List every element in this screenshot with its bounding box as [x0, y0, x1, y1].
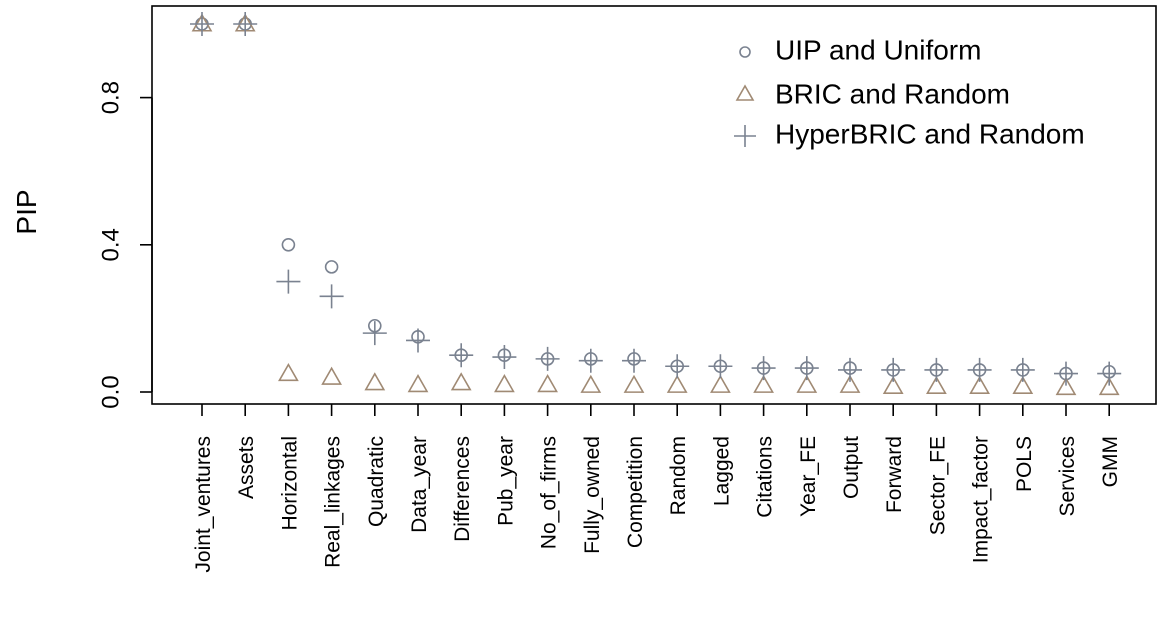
legend: UIP and Uniform BRIC and Random HyperBRIC …: [734, 34, 1085, 149]
x-tick-label: Lagged: [710, 436, 733, 506]
plus-point: [924, 357, 949, 382]
triangle-point: [796, 374, 818, 393]
triangle-point: [926, 375, 947, 395]
y-axis-label: PIP: [11, 189, 42, 234]
plus-point: [708, 354, 733, 379]
plus-point: [794, 356, 819, 381]
x-tick-label: Competition: [624, 436, 647, 548]
legend-label: BRIC and Random: [775, 78, 1010, 109]
x-tick-label: Joint_ventures: [192, 436, 215, 573]
circle-point: [324, 260, 339, 274]
x-tick-label: Output: [840, 436, 863, 499]
plus-point: [190, 12, 214, 36]
triangle-point: [623, 374, 645, 393]
x-tick-label: GMM: [1099, 436, 1122, 487]
plot-frame: [151, 5, 1157, 405]
x-axis: Joint_ventures Assets Horizontal Real_linka…: [192, 404, 1122, 573]
x-tick-label: Citations: [754, 436, 777, 518]
legend-triangle-icon: [735, 84, 755, 101]
plus-point: [362, 321, 387, 346]
y-tick-label: 0.0: [97, 375, 124, 408]
triangle-point: [1012, 375, 1034, 395]
legend-circle-icon: [739, 46, 751, 58]
plus-point: [406, 328, 430, 353]
triangle-point: [666, 374, 688, 393]
x-tick-label: Horizontal: [278, 436, 301, 531]
plus-point: [449, 343, 474, 368]
plus-point: [967, 357, 992, 382]
triangle-point: [407, 374, 429, 393]
x-tick-label: Quadratic: [365, 436, 388, 527]
triangle-point: [710, 374, 731, 393]
triangle-point: [364, 372, 386, 391]
plus-point: [276, 269, 301, 294]
triangle-point: [537, 374, 558, 393]
x-tick-label: Differences: [451, 436, 474, 542]
x-tick-label: Assets: [235, 436, 258, 499]
y-tick-label: 0.8: [97, 81, 124, 114]
plus-point: [622, 348, 646, 373]
x-tick-label: Real_linkages: [322, 436, 345, 568]
plus-point: [319, 284, 344, 309]
triangle-point: [1055, 376, 1077, 396]
triangle-point: [839, 374, 861, 393]
legend-plus-icon: [734, 125, 756, 147]
x-tick-label: Pub_year: [494, 436, 517, 526]
y-axis: 0.0 0.4 0.8: [97, 81, 153, 409]
triangle-point: [1098, 376, 1120, 396]
x-tick-label: Year_FE: [797, 436, 820, 517]
plus-point: [492, 345, 517, 370]
plus-point: [535, 346, 560, 371]
x-tick-label: Impact_factor: [970, 436, 993, 563]
x-tick-label: Random: [667, 436, 690, 515]
data-marks: [190, 12, 1122, 396]
legend-label: UIP and Uniform: [775, 34, 981, 65]
triangle-point: [321, 366, 342, 385]
triangle-point: [278, 362, 299, 382]
triangle-point: [450, 372, 472, 391]
plus-point: [751, 356, 776, 381]
triangle-point: [753, 374, 774, 393]
plus-point: [1054, 361, 1078, 386]
y-tick-label: 0.4: [97, 228, 124, 261]
triangle-point: [882, 375, 904, 395]
x-tick-label: POLS: [1013, 436, 1036, 492]
plus-point: [1010, 357, 1035, 382]
circle-point: [281, 238, 296, 252]
x-tick-label: Forward: [883, 436, 906, 513]
x-tick-label: Data_year: [408, 436, 431, 533]
plus-point: [1097, 361, 1122, 386]
x-tick-label: Sector_FE: [926, 436, 949, 535]
plus-point: [665, 354, 690, 379]
x-tick-label: No_of_firms: [538, 436, 561, 549]
plus-point: [838, 357, 862, 382]
plus-point: [578, 348, 603, 373]
x-tick-label: Services: [1056, 436, 1079, 517]
triangle-point: [494, 374, 515, 393]
plus-point: [881, 357, 906, 382]
triangle-point: [580, 374, 602, 393]
legend-label: HyperBRIC and Random: [775, 118, 1085, 149]
plus-point: [233, 12, 258, 36]
x-tick-label: Fully_owned: [581, 436, 604, 554]
triangle-point: [969, 375, 990, 395]
